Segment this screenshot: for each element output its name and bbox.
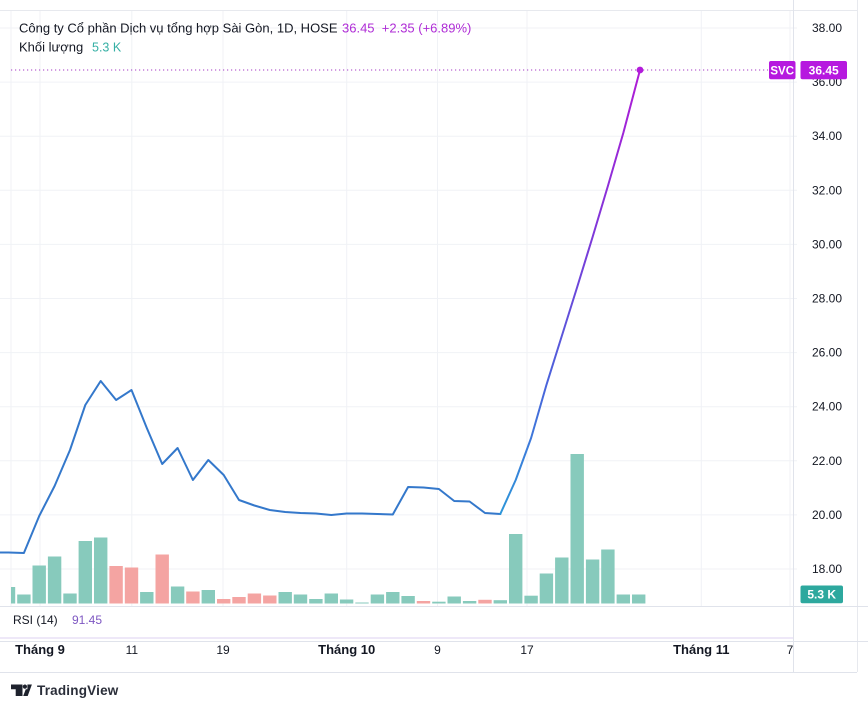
- svg-text:TradingView: TradingView: [37, 683, 119, 698]
- svg-text:RSI (14): RSI (14): [13, 613, 58, 627]
- svg-text:7: 7: [787, 643, 794, 657]
- svg-text:17: 17: [520, 643, 534, 657]
- svg-text:Tháng 9: Tháng 9: [15, 642, 65, 657]
- svg-text:Khối lượng: Khối lượng: [19, 40, 83, 55]
- svg-text:38.00: 38.00: [812, 21, 842, 35]
- svg-text:36.45 +2.35 (+6.89%): 36.45 +2.35 (+6.89%): [342, 21, 471, 36]
- svg-text:5.3 K: 5.3 K: [807, 588, 836, 602]
- svg-text:Tháng 11: Tháng 11: [673, 642, 729, 657]
- svg-text:19: 19: [216, 643, 230, 657]
- svg-text:22.00: 22.00: [812, 454, 842, 468]
- svg-text:Tháng 10: Tháng 10: [318, 642, 375, 657]
- svg-text:Công ty Cổ phần Dịch vụ tổng h: Công ty Cổ phần Dịch vụ tổng hợp Sài Gòn…: [19, 21, 338, 36]
- svg-text:SVC: SVC: [770, 66, 794, 78]
- svg-text:24.00: 24.00: [812, 400, 842, 414]
- svg-text:11: 11: [126, 643, 139, 657]
- svg-text:20.00: 20.00: [812, 508, 842, 522]
- svg-text:18.00: 18.00: [812, 562, 842, 576]
- svg-text:36.45: 36.45: [809, 64, 839, 78]
- svg-text:28.00: 28.00: [812, 292, 842, 306]
- svg-text:34.00: 34.00: [812, 129, 842, 143]
- svg-text:91.45: 91.45: [72, 613, 102, 627]
- svg-text:26.00: 26.00: [812, 346, 842, 360]
- svg-text:5.3 K: 5.3 K: [92, 41, 122, 55]
- svg-text:9: 9: [434, 643, 441, 657]
- svg-text:30.00: 30.00: [812, 237, 842, 251]
- svg-text:32.00: 32.00: [812, 183, 842, 197]
